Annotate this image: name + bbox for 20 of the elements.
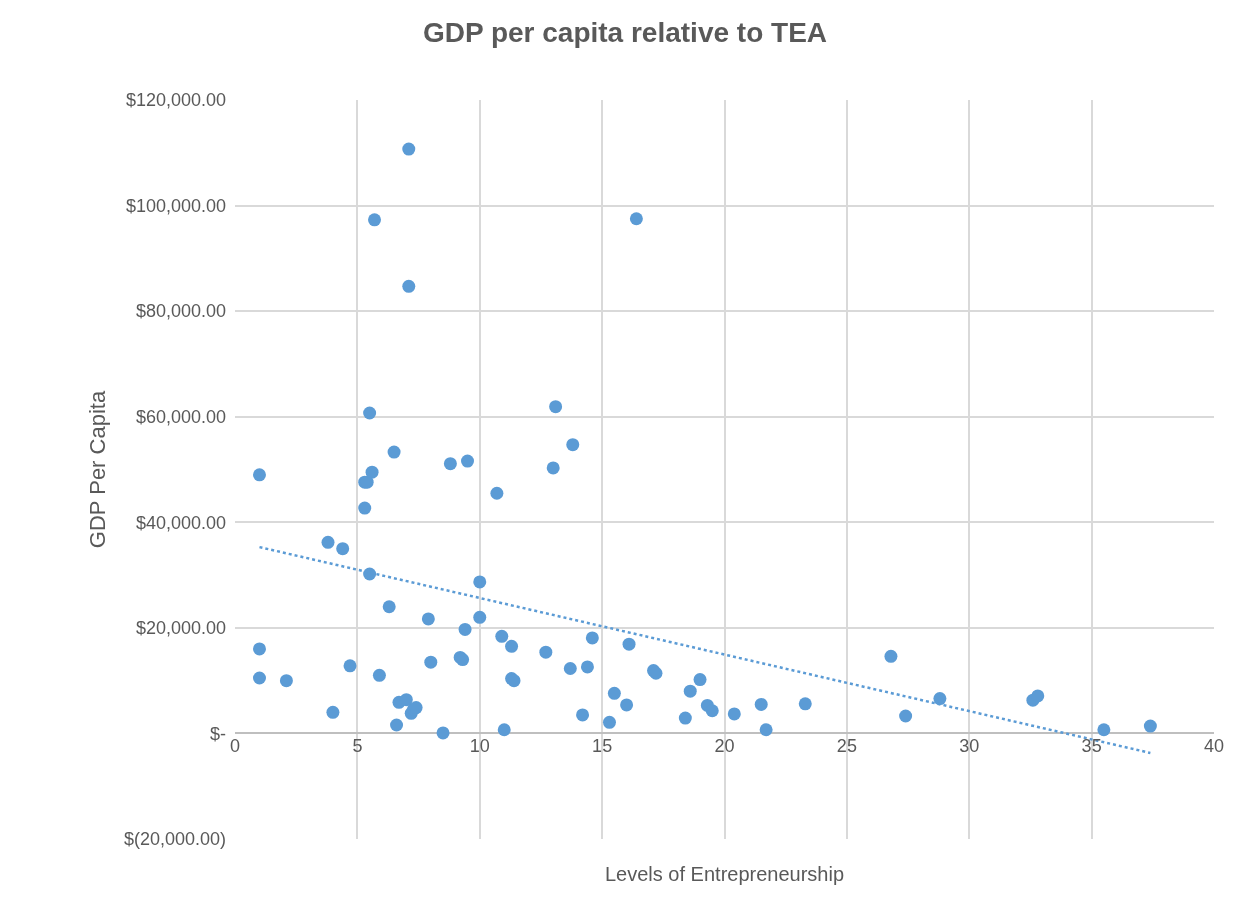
y-axis-title: GDP Per Capita [84, 390, 110, 549]
x-tick-label: 15 [592, 736, 613, 757]
x-tick-label: 10 [469, 736, 490, 757]
y-tick-label: $120,000.00 [125, 90, 226, 111]
x-tick-label: 35 [1081, 736, 1102, 757]
y-tick-label: $80,000.00 [135, 301, 226, 322]
y-tick-label: $100,000.00 [125, 195, 226, 216]
x-tick-label: 40 [1203, 736, 1225, 757]
y-tick-label: $40,000.00 [135, 512, 226, 533]
y-tick-label: $20,000.00 [135, 618, 226, 639]
x-tick-label: 0 [229, 736, 241, 757]
y-tick-label: $(20,000.00) [123, 829, 226, 850]
x-tick-label: 30 [959, 736, 980, 757]
y-tick-label: $- [209, 723, 226, 744]
x-axis-title: Levels of Entrepreneurship [605, 863, 845, 885]
y-tick-label: $60,000.00 [135, 407, 226, 428]
x-tick-label: 25 [836, 736, 857, 757]
chart-title: GDP per capita relative to TEA [422, 17, 828, 49]
x-tick-label: 5 [352, 736, 363, 757]
x-tick-label: 20 [714, 736, 735, 757]
